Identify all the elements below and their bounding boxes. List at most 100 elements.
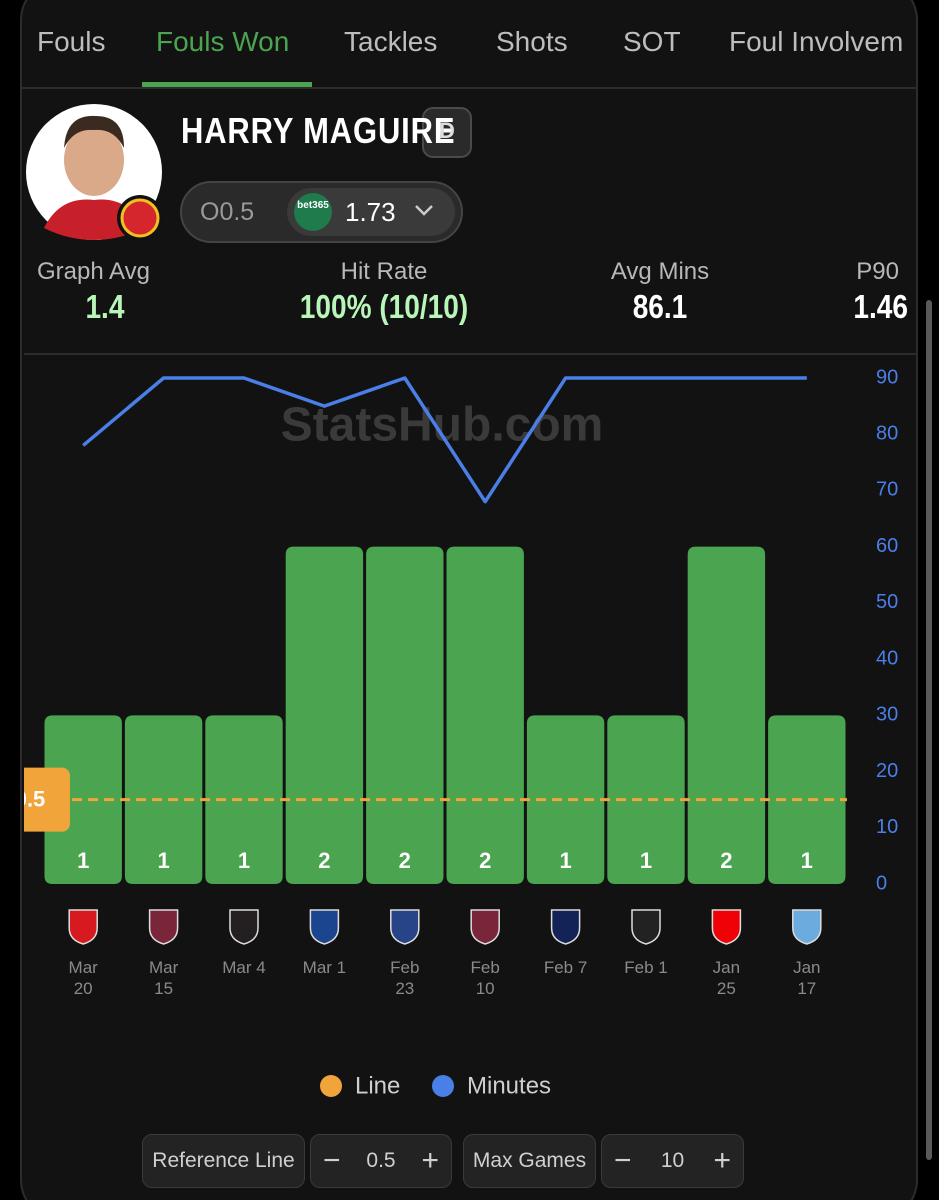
bar — [44, 715, 122, 884]
legend-label: Line — [355, 1072, 400, 1099]
bar-value-label: 1 — [640, 848, 652, 873]
bar — [607, 715, 685, 884]
bar-value-label: 1 — [238, 848, 250, 873]
bar — [687, 546, 766, 884]
reference-line-box — [24, 767, 70, 832]
bar — [205, 715, 283, 884]
x-tick-label: Feb 7 — [543, 958, 588, 977]
stat-label: P90 — [856, 258, 899, 285]
legend: Line Minutes — [320, 1072, 551, 1099]
tab[interactable]: Tackles — [344, 26, 438, 57]
odds-value: 1.73 — [345, 197, 396, 227]
bar — [526, 715, 605, 884]
reference-line-value: 0.5 — [366, 1149, 396, 1172]
club-badge — [120, 198, 160, 238]
reference-line-tag: 0.5 — [15, 767, 70, 832]
bar-value-label: 2 — [318, 848, 330, 873]
bar — [446, 546, 524, 884]
tab[interactable]: Shots — [496, 26, 568, 57]
team-crest — [792, 909, 822, 945]
max-games-value: 10 — [660, 1149, 685, 1172]
legend-marker — [432, 1075, 454, 1097]
team-crest — [711, 909, 742, 945]
bar-value-label: 2 — [399, 848, 411, 873]
tab[interactable]: SOT — [623, 26, 681, 57]
y2-tick-label: 10 — [876, 816, 898, 838]
team-crest — [68, 909, 98, 945]
tab-underline — [142, 82, 312, 87]
bar-value-label: 2 — [720, 848, 732, 873]
team-crest — [229, 909, 259, 945]
y2-tick-label: 20 — [876, 760, 898, 782]
stat-label: Avg Mins — [610, 258, 710, 285]
stat-label: Graph Avg — [37, 258, 150, 285]
x-tick-label: Feb 1 — [624, 958, 668, 977]
y2-tick-label: 40 — [876, 647, 898, 669]
y2-tick-label: 80 — [876, 423, 898, 445]
y2-tick-label: 0 — [876, 872, 887, 894]
stat-value: 86.1 — [632, 288, 688, 325]
watermark: StatsHub.com — [281, 399, 604, 452]
bar — [285, 546, 364, 884]
bar — [124, 715, 203, 884]
bar-value-label: 1 — [559, 848, 571, 873]
bar-value-label: 1 — [77, 848, 89, 873]
max-games-label: Max Games — [463, 1134, 596, 1188]
x-tick-label: Mar 1 — [302, 958, 347, 977]
team-crest — [390, 909, 420, 945]
y2-tick-label: 50 — [876, 591, 898, 613]
team-crest — [550, 909, 581, 945]
stat-value: 1.46 — [853, 288, 908, 325]
stat-label: Hit Rate — [340, 258, 428, 285]
tab[interactable]: Foul Involvem — [729, 26, 904, 57]
x-tick-label: Jan 17 — [793, 958, 821, 998]
line-label: O0.5 — [200, 198, 255, 226]
bar — [366, 546, 444, 884]
x-tick-label: Feb 23 — [390, 958, 420, 998]
team-crest — [631, 909, 661, 945]
stat-value: 100% (10/10) — [299, 288, 469, 325]
stat-value: 1.4 — [85, 288, 125, 325]
bookmaker-name: bet365 — [297, 200, 329, 211]
position-badge — [422, 107, 472, 158]
dropdown-arrow[interactable] — [415, 205, 433, 216]
tab[interactable]: Fouls — [37, 26, 106, 57]
minutes-line — [82, 376, 807, 504]
scrollbar — [926, 300, 932, 1160]
bar-value-label: 1 — [801, 848, 813, 873]
tab[interactable]: Fouls Won — [156, 26, 290, 57]
x-tick-label: Mar 20 — [68, 958, 98, 998]
team-crest — [470, 909, 500, 945]
avatar-face — [64, 124, 124, 196]
player-name: HARRY MAGUIRE — [181, 110, 456, 151]
bar — [768, 715, 846, 884]
odds-inner — [287, 188, 455, 236]
reference-line-label: Reference Line — [142, 1134, 305, 1188]
bar-value-label: 2 — [479, 848, 491, 873]
reference-line-label: 0.5 — [15, 786, 46, 811]
avatar-hair — [64, 115, 124, 148]
y2-tick-label: 70 — [876, 479, 898, 501]
x-tick-label: Feb 10 — [470, 958, 500, 998]
legend-label: Minutes — [467, 1072, 551, 1099]
team-crest — [148, 909, 179, 945]
bookmaker-logo — [294, 193, 332, 231]
increment-button[interactable]: + — [713, 1144, 731, 1177]
y2-tick-label: 30 — [876, 704, 898, 726]
y2-tick-label: 90 — [876, 366, 898, 388]
increment-button[interactable]: + — [421, 1144, 439, 1177]
y2-tick-label: 60 — [876, 535, 898, 557]
team-crest — [309, 909, 340, 945]
x-tick-label: Mar 4 — [222, 958, 266, 977]
reference-line-stepper: − 0.5 + — [310, 1134, 452, 1188]
bar-value-label: 1 — [157, 848, 169, 873]
x-tick-label: Mar 15 — [148, 958, 179, 998]
max-games-stepper: − 10 + — [601, 1134, 744, 1188]
decrement-button[interactable]: − — [323, 1144, 341, 1177]
decrement-button[interactable]: − — [614, 1144, 632, 1177]
x-tick-label: Jan 25 — [712, 958, 741, 998]
player-position: D — [439, 118, 455, 143]
legend-marker — [320, 1075, 342, 1097]
